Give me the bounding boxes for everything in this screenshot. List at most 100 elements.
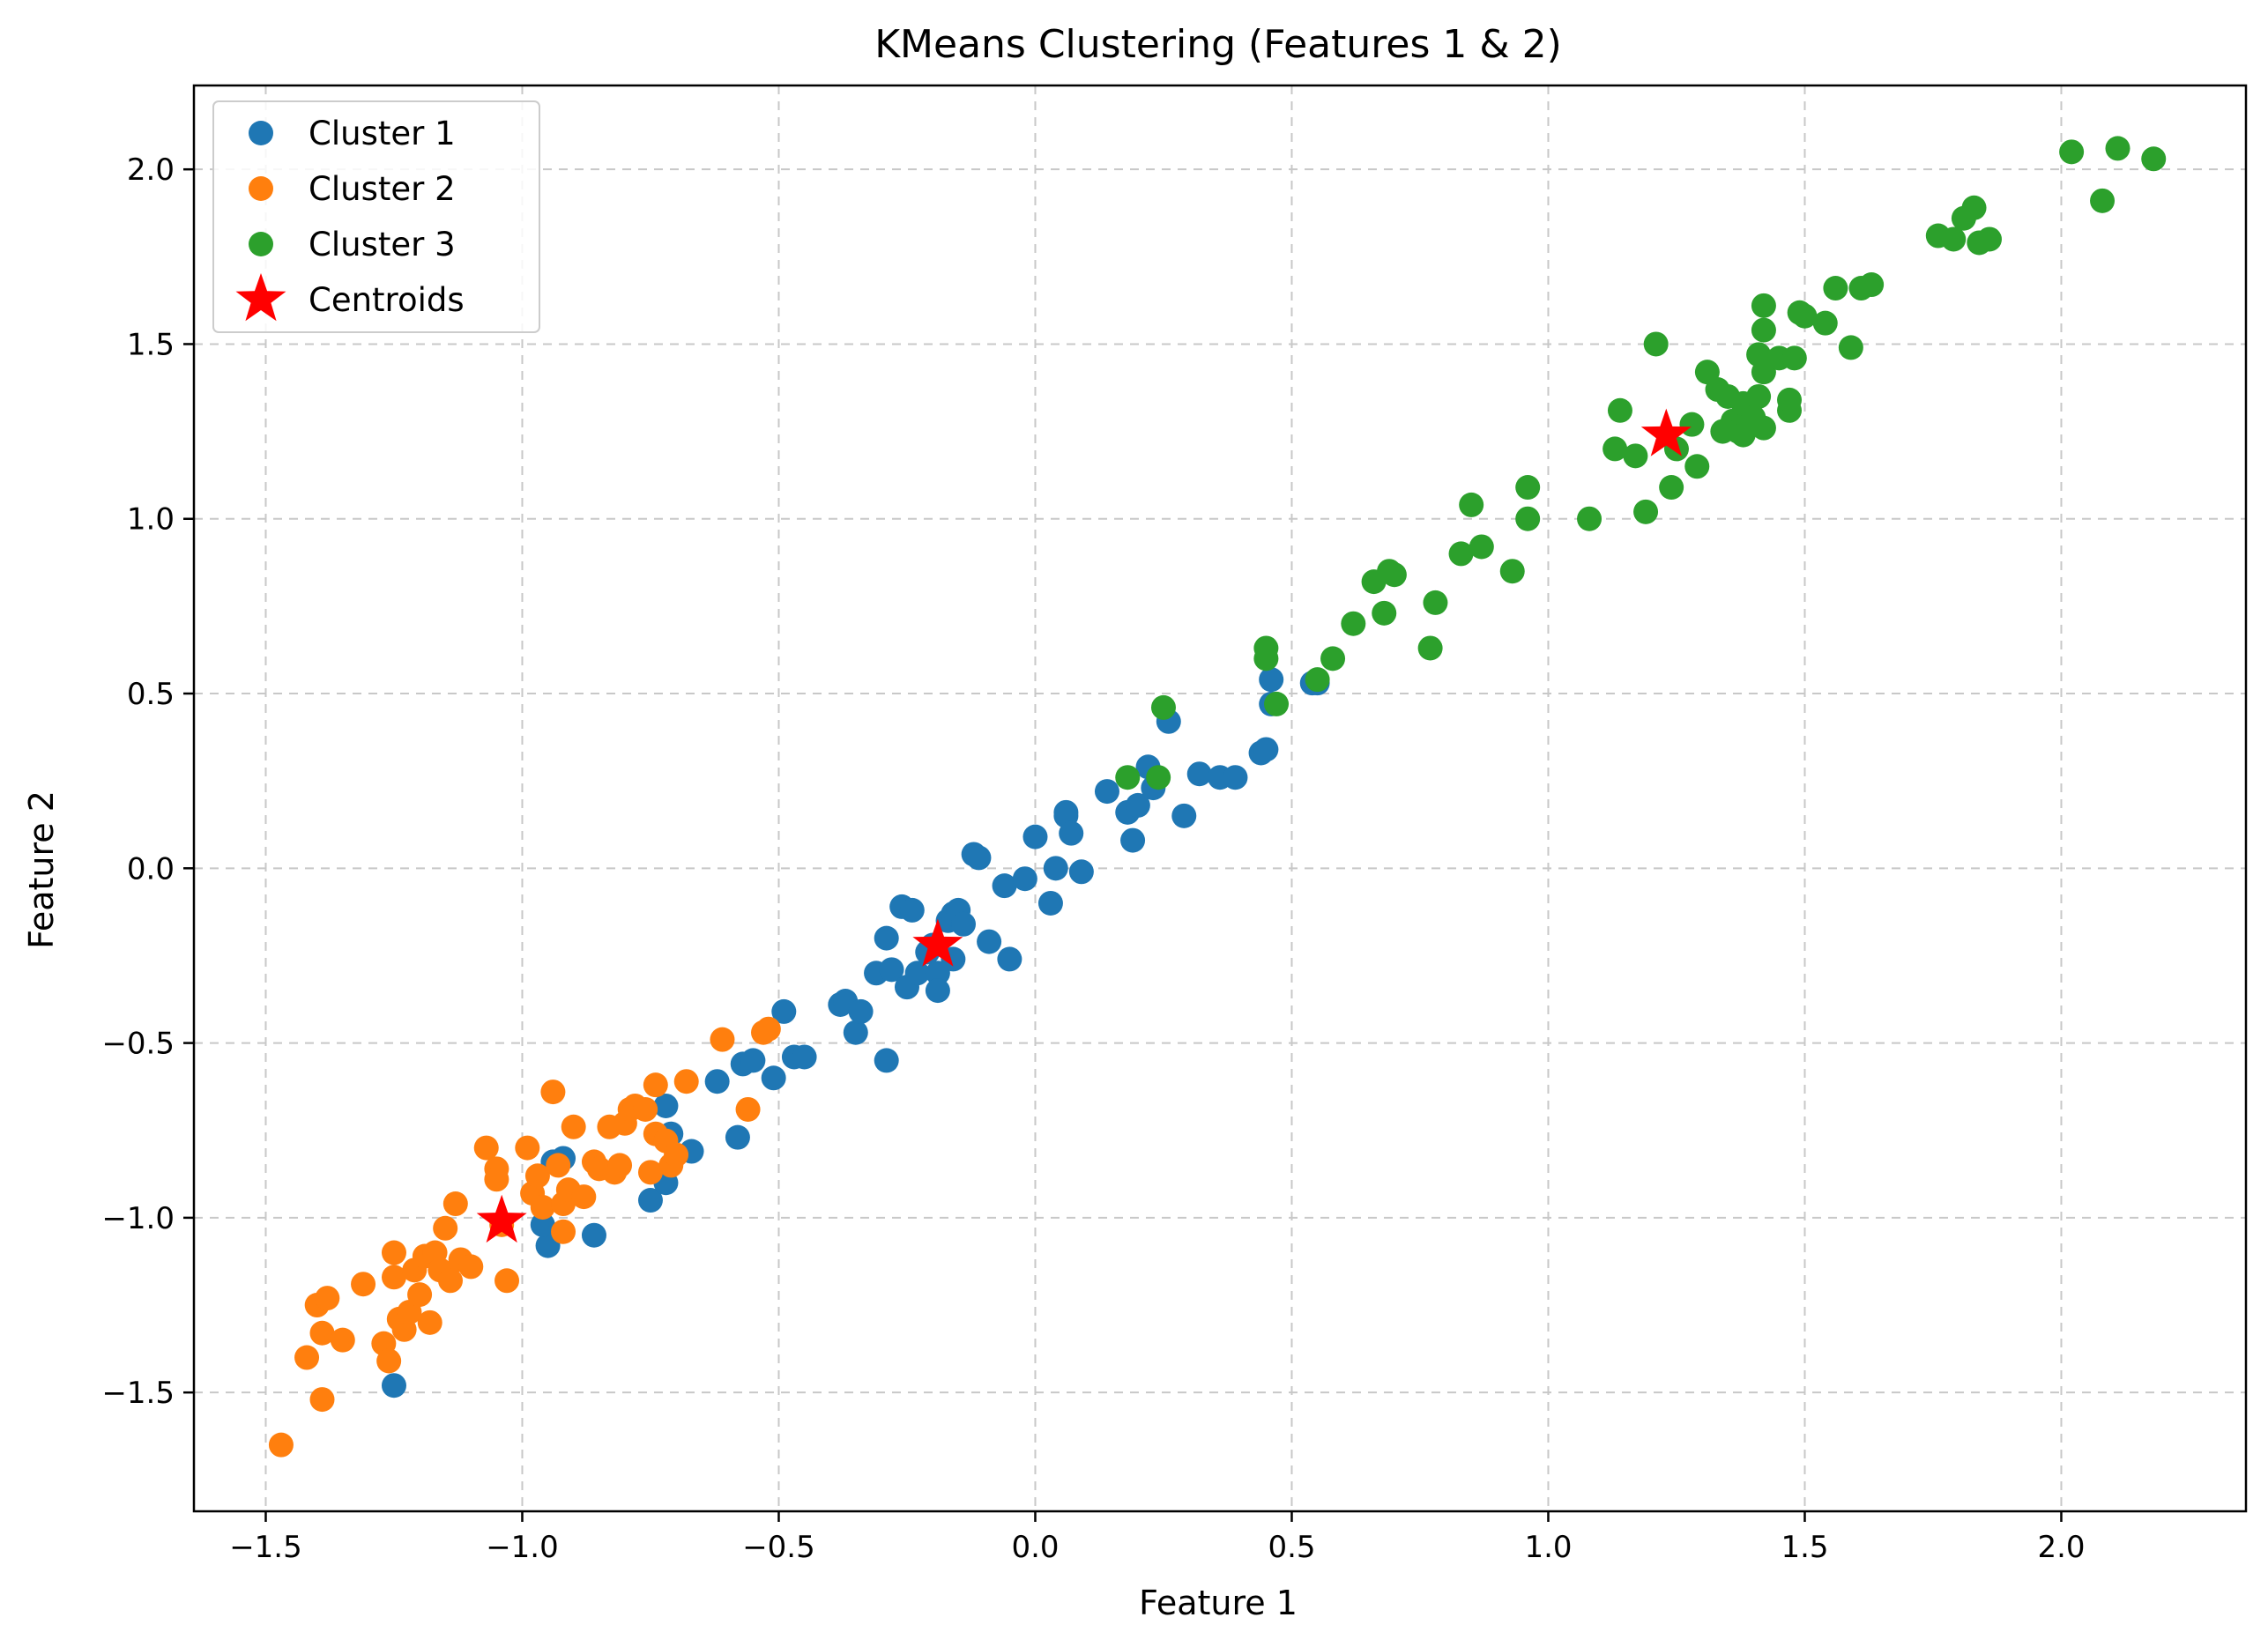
data-point xyxy=(848,998,874,1024)
data-point xyxy=(1341,611,1366,636)
data-point xyxy=(1577,506,1602,531)
data-point xyxy=(1068,859,1094,885)
y-tick-label: −0.5 xyxy=(101,1027,175,1062)
data-point xyxy=(1623,443,1648,469)
data-point xyxy=(1305,667,1330,693)
data-point xyxy=(1859,272,1885,298)
centroid-marker xyxy=(1640,408,1692,456)
data-point xyxy=(530,1194,555,1220)
data-point xyxy=(643,1072,668,1098)
data-point xyxy=(2105,136,2130,161)
data-point xyxy=(1059,820,1084,846)
data-point xyxy=(874,1048,899,1073)
data-point xyxy=(1053,799,1079,825)
y-axis-label: Feature 2 xyxy=(22,790,61,949)
x-tick-label: 1.5 xyxy=(1781,1530,1828,1565)
legend-box xyxy=(212,100,540,333)
data-point xyxy=(438,1268,463,1294)
data-point xyxy=(315,1286,340,1311)
data-point xyxy=(309,1387,335,1413)
data-point xyxy=(1751,293,1776,318)
data-point xyxy=(951,911,976,937)
legend-marker xyxy=(249,176,273,201)
data-point xyxy=(1633,499,1659,524)
data-point xyxy=(494,1268,520,1294)
data-point xyxy=(637,1188,663,1213)
x-tick-label: 0.0 xyxy=(1011,1530,1059,1565)
data-point xyxy=(417,1309,442,1335)
axes: −1.5 −1.0 −0.5 0.0 0.5 1.0 1.5 2.0 −1.5 −1.0 −0.5 0… xyxy=(101,152,2085,1565)
data-point xyxy=(1746,383,1772,409)
data-point xyxy=(442,1191,468,1217)
data-point xyxy=(1417,635,1443,661)
data-point xyxy=(381,1240,406,1265)
data-point xyxy=(704,1069,730,1094)
y-tick-label: 0.0 xyxy=(127,851,175,887)
data-point xyxy=(561,1114,586,1139)
data-point xyxy=(515,1135,540,1161)
data-point xyxy=(571,1184,597,1210)
data-point xyxy=(1012,866,1037,892)
data-point xyxy=(1838,335,1863,360)
data-point xyxy=(524,1163,550,1189)
data-point xyxy=(1186,761,1212,787)
legend-label: Cluster 3 xyxy=(309,226,456,263)
data-point xyxy=(1423,590,1448,615)
data-point xyxy=(330,1327,355,1353)
data-point xyxy=(1469,534,1494,560)
data-point xyxy=(1037,890,1063,916)
y-tick-label: 1.5 xyxy=(127,327,175,362)
data-point xyxy=(484,1167,509,1192)
data-point xyxy=(725,1124,750,1150)
data-point xyxy=(1679,412,1705,437)
data-point xyxy=(376,1348,402,1374)
data-point xyxy=(879,957,904,983)
data-point xyxy=(1499,559,1525,584)
data-points xyxy=(268,136,2167,1458)
data-point xyxy=(1751,415,1776,441)
data-point xyxy=(966,845,992,871)
data-point xyxy=(1264,691,1290,716)
data-point xyxy=(1381,562,1407,588)
data-point xyxy=(992,873,1017,899)
data-point xyxy=(1684,454,1710,479)
data-point xyxy=(1823,276,1848,301)
data-point xyxy=(771,998,797,1024)
data-point xyxy=(1259,667,1284,693)
x-tick-label: −1.5 xyxy=(229,1530,302,1565)
data-point xyxy=(1515,506,1541,531)
data-point xyxy=(1607,397,1632,423)
data-point xyxy=(1043,856,1068,881)
series-cluster-3 xyxy=(1115,136,2167,790)
data-point xyxy=(1751,317,1776,343)
y-tick-label: 2.0 xyxy=(127,152,175,188)
data-point xyxy=(546,1153,571,1178)
x-tick-label: 1.0 xyxy=(1524,1530,1572,1565)
data-point xyxy=(530,1212,555,1237)
data-point xyxy=(843,1020,868,1045)
data-point xyxy=(1459,492,1484,517)
data-point xyxy=(581,1222,606,1248)
data-point xyxy=(1448,541,1474,567)
data-point xyxy=(1253,737,1279,762)
data-point xyxy=(540,1079,566,1105)
data-point xyxy=(473,1135,499,1161)
series-cluster-2 xyxy=(268,1016,781,1458)
data-point xyxy=(1320,646,1346,671)
data-point xyxy=(1094,779,1119,805)
data-point xyxy=(1120,827,1146,853)
data-point xyxy=(1115,765,1141,790)
data-point xyxy=(433,1215,458,1241)
data-point xyxy=(551,1219,576,1244)
data-point xyxy=(673,1069,699,1094)
data-point xyxy=(2141,146,2167,172)
data-point xyxy=(1150,694,1176,720)
legend-marker xyxy=(249,232,273,256)
legend-label: Cluster 2 xyxy=(309,170,456,208)
data-point xyxy=(1961,195,1987,220)
x-tick-label: −1.0 xyxy=(486,1530,559,1565)
data-point xyxy=(607,1153,633,1178)
data-point xyxy=(458,1254,484,1280)
data-point xyxy=(904,961,930,986)
data-point xyxy=(710,1027,735,1052)
